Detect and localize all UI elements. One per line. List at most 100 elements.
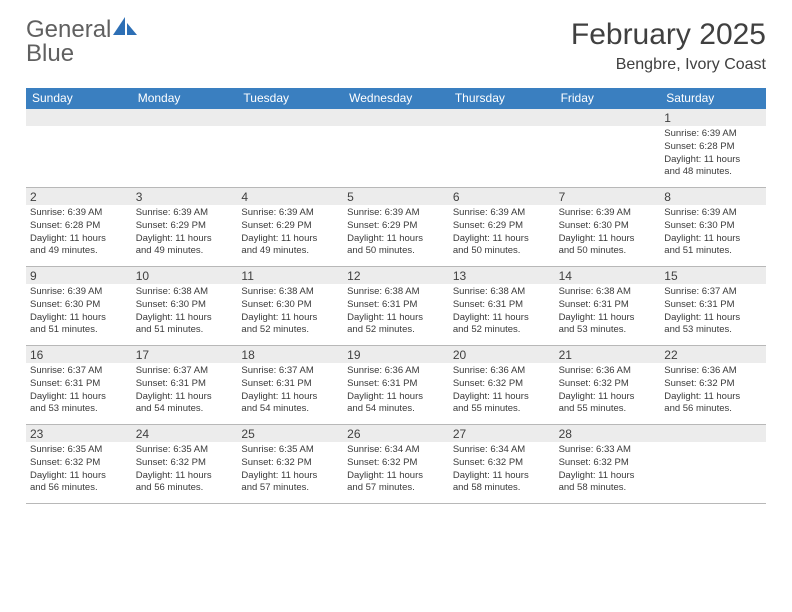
calendar-cell: 15Sunrise: 6:37 AMSunset: 6:31 PMDayligh… — [660, 267, 766, 345]
day-number: 10 — [132, 267, 238, 284]
month-title: February 2025 — [571, 18, 766, 52]
sunset-text: Sunset: 6:31 PM — [559, 299, 657, 312]
day1-text: Daylight: 11 hours — [664, 391, 762, 404]
calendar: Sunday Monday Tuesday Wednesday Thursday… — [26, 88, 766, 504]
weeks-container: 1Sunrise: 6:39 AMSunset: 6:28 PMDaylight… — [26, 109, 766, 504]
sunset-text: Sunset: 6:29 PM — [453, 220, 551, 233]
calendar-cell: 6Sunrise: 6:39 AMSunset: 6:29 PMDaylight… — [449, 188, 555, 266]
day-header-row: Sunday Monday Tuesday Wednesday Thursday… — [26, 88, 766, 109]
sunrise-text: Sunrise: 6:36 AM — [347, 365, 445, 378]
sunrise-text: Sunrise: 6:39 AM — [30, 286, 128, 299]
day2-text: and 56 minutes. — [664, 403, 762, 416]
day-number: 28 — [555, 425, 661, 442]
day1-text: Daylight: 11 hours — [136, 470, 234, 483]
day1-text: Daylight: 11 hours — [664, 154, 762, 167]
sunset-text: Sunset: 6:31 PM — [241, 378, 339, 391]
day2-text: and 57 minutes. — [241, 482, 339, 495]
sunset-text: Sunset: 6:32 PM — [136, 457, 234, 470]
day-header: Monday — [132, 88, 238, 109]
sunset-text: Sunset: 6:30 PM — [664, 220, 762, 233]
day1-text: Daylight: 11 hours — [241, 470, 339, 483]
day2-text: and 58 minutes. — [559, 482, 657, 495]
day2-text: and 49 minutes. — [241, 245, 339, 258]
day1-text: Daylight: 11 hours — [30, 233, 128, 246]
day2-text: and 53 minutes. — [559, 324, 657, 337]
day1-text: Daylight: 11 hours — [30, 312, 128, 325]
day-number: 13 — [449, 267, 555, 284]
day-number: 8 — [660, 188, 766, 205]
calendar-cell — [26, 109, 132, 187]
sunset-text: Sunset: 6:32 PM — [453, 457, 551, 470]
sunrise-text: Sunrise: 6:39 AM — [559, 207, 657, 220]
day-number: 21 — [555, 346, 661, 363]
day2-text: and 55 minutes. — [559, 403, 657, 416]
day1-text: Daylight: 11 hours — [453, 470, 551, 483]
sunset-text: Sunset: 6:31 PM — [453, 299, 551, 312]
day1-text: Daylight: 11 hours — [453, 391, 551, 404]
calendar-cell: 25Sunrise: 6:35 AMSunset: 6:32 PMDayligh… — [237, 425, 343, 503]
sunset-text: Sunset: 6:32 PM — [453, 378, 551, 391]
day-number — [555, 109, 661, 126]
calendar-cell: 18 Sunrise: 6:37 AMSunset: 6:31 PMDayligh… — [237, 346, 343, 424]
week-row: 9Sunrise: 6:39 AMSunset: 6:30 PMDaylight… — [26, 267, 766, 346]
sunset-text: Sunset: 6:31 PM — [30, 378, 128, 391]
day2-text: and 54 minutes. — [241, 403, 339, 416]
day1-text: Daylight: 11 hours — [559, 233, 657, 246]
day2-text: and 56 minutes. — [136, 482, 234, 495]
sunset-text: Sunset: 6:32 PM — [30, 457, 128, 470]
sunset-text: Sunset: 6:29 PM — [347, 220, 445, 233]
day2-text: and 57 minutes. — [347, 482, 445, 495]
sunrise-text: Sunrise: 6:34 AM — [453, 444, 551, 457]
sunrise-text: Sunrise: 6:34 AM — [347, 444, 445, 457]
sunrise-text: Sunrise: 6:39 AM — [136, 207, 234, 220]
day1-text: Daylight: 11 hours — [241, 391, 339, 404]
day2-text: and 52 minutes. — [347, 324, 445, 337]
logo-sail-icon — [113, 17, 139, 37]
day1-text: Daylight: 11 hours — [30, 391, 128, 404]
day2-text: and 55 minutes. — [453, 403, 551, 416]
sunrise-text: Sunrise: 6:38 AM — [559, 286, 657, 299]
day-header: Thursday — [449, 88, 555, 109]
day1-text: Daylight: 11 hours — [347, 470, 445, 483]
calendar-cell: 2Sunrise: 6:39 AMSunset: 6:28 PMDaylight… — [26, 188, 132, 266]
day2-text: and 50 minutes. — [453, 245, 551, 258]
sunset-text: Sunset: 6:30 PM — [241, 299, 339, 312]
logo-text-2: Blue — [26, 40, 74, 67]
calendar-cell: 27Sunrise: 6:34 AMSunset: 6:32 PMDayligh… — [449, 425, 555, 503]
day2-text: and 58 minutes. — [453, 482, 551, 495]
day-number: 5 — [343, 188, 449, 205]
calendar-cell: 24Sunrise: 6:35 AMSunset: 6:32 PMDayligh… — [132, 425, 238, 503]
day1-text: Daylight: 11 hours — [241, 233, 339, 246]
calendar-cell: 4Sunrise: 6:39 AMSunset: 6:29 PMDaylight… — [237, 188, 343, 266]
sunset-text: Sunset: 6:29 PM — [241, 220, 339, 233]
sunrise-text: Sunrise: 6:36 AM — [559, 365, 657, 378]
calendar-cell — [237, 109, 343, 187]
calendar-cell: 11Sunrise: 6:38 AMSunset: 6:30 PMDayligh… — [237, 267, 343, 345]
day2-text: and 51 minutes. — [30, 324, 128, 337]
calendar-cell: 17Sunrise: 6:37 AMSunset: 6:31 PMDayligh… — [132, 346, 238, 424]
sunset-text: Sunset: 6:31 PM — [347, 378, 445, 391]
day-number: 7 — [555, 188, 661, 205]
sunrise-text: Sunrise: 6:38 AM — [136, 286, 234, 299]
week-row: 2Sunrise: 6:39 AMSunset: 6:28 PMDaylight… — [26, 188, 766, 267]
calendar-cell — [343, 109, 449, 187]
sunrise-text: Sunrise: 6:35 AM — [136, 444, 234, 457]
sunrise-text: Sunrise: 6:37 AM — [241, 365, 339, 378]
day-number: 11 — [237, 267, 343, 284]
calendar-cell: 1Sunrise: 6:39 AMSunset: 6:28 PMDaylight… — [660, 109, 766, 187]
day-number: 22 — [660, 346, 766, 363]
sunset-text: Sunset: 6:32 PM — [347, 457, 445, 470]
day-number — [237, 109, 343, 126]
calendar-cell: 16Sunrise: 6:37 AMSunset: 6:31 PMDayligh… — [26, 346, 132, 424]
day-number: 14 — [555, 267, 661, 284]
day-number: 18 — [237, 346, 343, 363]
day-header: Saturday — [660, 88, 766, 109]
day2-text: and 56 minutes. — [30, 482, 128, 495]
day2-text: and 48 minutes. — [664, 166, 762, 179]
sunrise-text: Sunrise: 6:37 AM — [30, 365, 128, 378]
week-row: 16Sunrise: 6:37 AMSunset: 6:31 PMDayligh… — [26, 346, 766, 425]
sunset-text: Sunset: 6:32 PM — [664, 378, 762, 391]
sunset-text: Sunset: 6:31 PM — [136, 378, 234, 391]
sunrise-text: Sunrise: 6:39 AM — [347, 207, 445, 220]
sunrise-text: Sunrise: 6:39 AM — [453, 207, 551, 220]
